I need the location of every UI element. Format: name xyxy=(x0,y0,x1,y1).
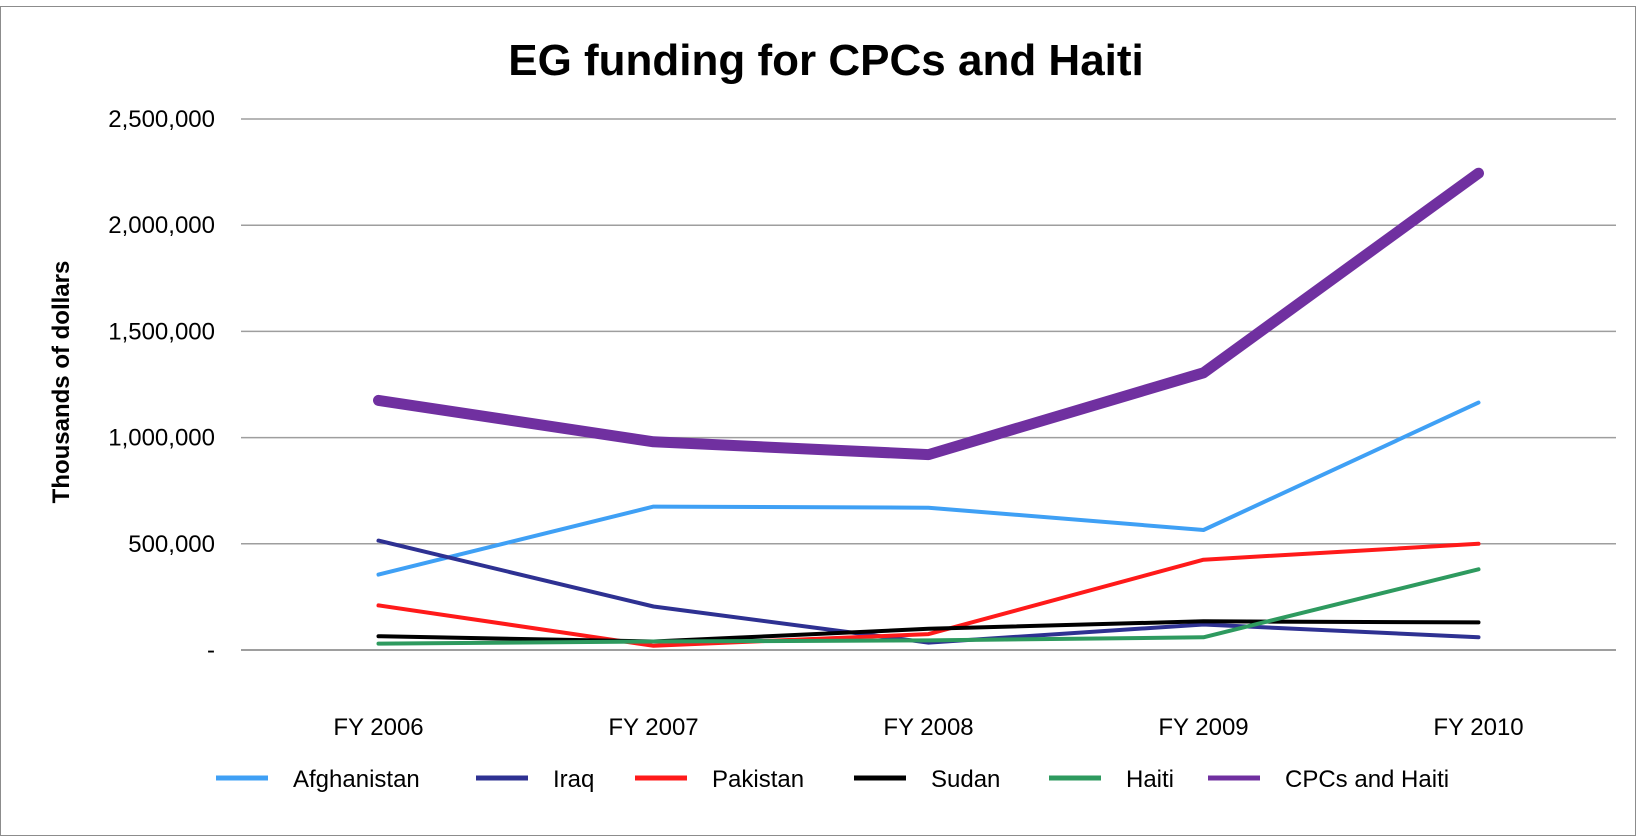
legend-item: CPCs and Haiti xyxy=(1208,766,1449,793)
y-tick-label: 500,000 xyxy=(128,531,215,558)
legend: Afghanistan Iraq Pakistan Sudan Haiti CPCs an… xyxy=(216,766,1449,793)
legend-item: Sudan xyxy=(854,766,1000,793)
series-line-cpcs-and-haiti xyxy=(373,167,1484,461)
legend-item: Iraq xyxy=(476,766,594,793)
legend-label: Sudan xyxy=(931,766,1000,793)
gridlines xyxy=(241,118,1616,651)
y-tick-label: 2,000,000 xyxy=(108,212,215,239)
y-tick-label: 2,500,000 xyxy=(108,106,215,133)
y-tick-label: 1,500,000 xyxy=(108,318,215,345)
series-line-sudan xyxy=(376,619,1481,644)
legend-item: Haiti xyxy=(1049,766,1174,793)
y-axis-label: Thousands of dollars xyxy=(48,261,75,504)
x-tick-label: FY 2007 xyxy=(608,714,698,741)
series-line-iraq xyxy=(376,538,1481,645)
legend-label: CPCs and Haiti xyxy=(1285,766,1449,793)
legend-label: Iraq xyxy=(553,766,594,793)
x-tick-label: FY 2009 xyxy=(1158,714,1248,741)
y-axis-ticks: - 500,000 1,000,000 1,500,000 2,000,000 2,500… xyxy=(108,106,215,664)
series-line-afghanistan xyxy=(376,400,1481,577)
y-tick-label: 1,000,000 xyxy=(108,425,215,452)
legend-label: Haiti xyxy=(1126,766,1174,793)
legend-label: Afghanistan xyxy=(293,766,420,793)
y-tick-label: - xyxy=(207,637,215,664)
x-tick-label: FY 2008 xyxy=(883,714,973,741)
x-tick-label: FY 2006 xyxy=(333,714,423,741)
legend-label: Pakistan xyxy=(712,766,804,793)
series-lines xyxy=(373,167,1484,648)
series-line-pakistan xyxy=(376,541,1481,648)
chart-title: EG funding for CPCs and Haiti xyxy=(508,36,1144,85)
legend-item: Afghanistan xyxy=(216,766,420,793)
x-tick-label: FY 2010 xyxy=(1433,714,1523,741)
line-chart: EG funding for CPCs and Haiti Thousands … xyxy=(48,36,1616,793)
series-line-haiti xyxy=(376,567,1481,646)
chart-frame: EG funding for CPCs and Haiti Thousands … xyxy=(0,6,1636,836)
x-axis-ticks: FY 2006 FY 2007 FY 2008 FY 2009 FY 2010 xyxy=(333,714,1523,741)
legend-item: Pakistan xyxy=(635,766,804,793)
